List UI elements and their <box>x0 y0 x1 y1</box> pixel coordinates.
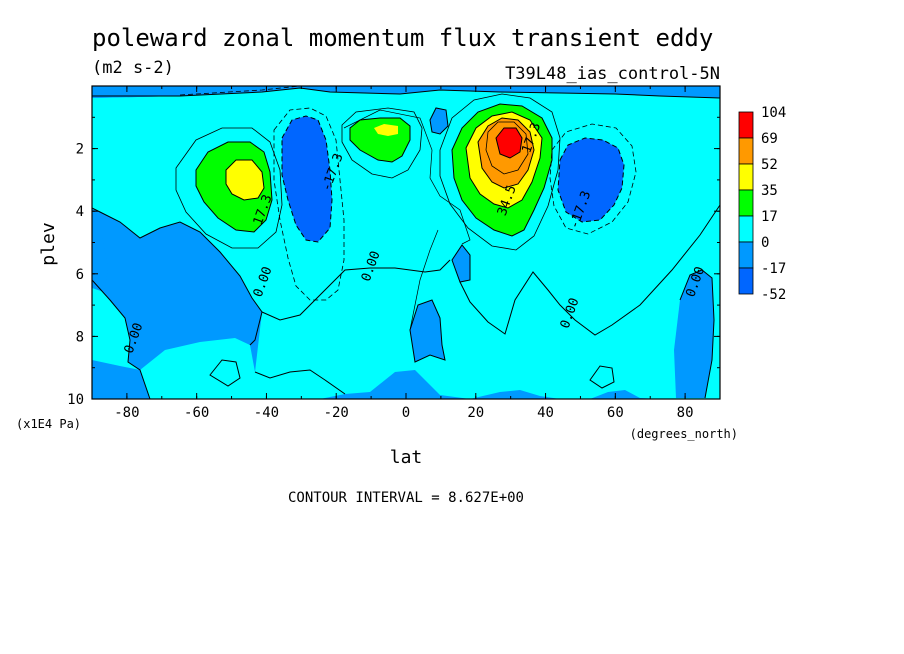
field-negative-left-cell <box>282 116 332 242</box>
y-tick-label: 8 <box>76 329 84 345</box>
field-positive-left-core <box>226 160 264 200</box>
y-axis-label: plev <box>38 222 59 265</box>
contour-interval: CONTOUR INTERVAL = 8.627E+00 <box>288 490 524 506</box>
contour-lines <box>92 86 720 399</box>
colorbar-label: -17 <box>761 261 786 277</box>
field-positive-lowleft <box>92 280 345 399</box>
contour-line-negative <box>281 115 333 243</box>
x-tick-label: 20 <box>467 405 484 421</box>
contour-line <box>349 117 411 163</box>
contour-line-zero <box>409 299 446 363</box>
contour-line-negative <box>179 86 301 96</box>
colorbar-label: 69 <box>761 131 778 147</box>
y-tick-label: 2 <box>76 142 84 158</box>
contour-line <box>225 159 265 201</box>
contour-line-negative <box>273 107 345 301</box>
y-axis: 2 4 6 8 10 <box>67 116 720 408</box>
field-negative-bottom-2 <box>92 360 150 399</box>
contour-line-zero <box>209 359 241 387</box>
y-tick-label: 4 <box>76 204 84 220</box>
contour-line-zero <box>459 204 720 336</box>
x-axis: -80 -60 -40 -20 0 20 40 60 80 <box>91 86 721 421</box>
contour-line-zero <box>92 87 720 99</box>
x-tick-label: 40 <box>537 405 554 421</box>
colorbar-swatch <box>738 137 754 165</box>
colorbar-label: 104 <box>761 105 786 121</box>
contour-line <box>495 127 523 159</box>
field-positive-lower <box>255 205 720 399</box>
contour-line <box>409 229 439 331</box>
colorbar-label: 52 <box>761 157 778 173</box>
x-tick-label: 0 <box>402 405 410 421</box>
field-negative-mid <box>452 245 470 282</box>
contour-line-zero <box>254 369 346 395</box>
colorbar-swatch <box>738 111 754 139</box>
contour-line <box>465 111 543 209</box>
x-tick-label: -80 <box>114 405 139 421</box>
x-axis-units: (degrees_north) <box>630 427 738 441</box>
experiment-label: T39L48_ias_control-5N <box>505 64 720 84</box>
contour-line-negative <box>549 123 637 235</box>
field-negative-rightcol <box>674 270 714 398</box>
chart-units: (m2 s-2) <box>92 58 174 78</box>
chart-title: poleward zonal momentum flux transient e… <box>92 24 713 52</box>
contour-line <box>195 141 273 233</box>
field-negative-left-edge <box>92 225 108 292</box>
contour-line <box>341 107 423 179</box>
field-positive-top-core <box>374 124 398 136</box>
field-negative-bottom-1 <box>410 300 445 362</box>
colorbar-swatch <box>738 163 754 191</box>
contour-line-negative <box>557 137 625 223</box>
colorbar-label: -52 <box>761 287 786 303</box>
contour-line <box>175 127 283 249</box>
colorbar-swatch <box>738 189 754 217</box>
colorbar-label: 0 <box>761 235 769 251</box>
y-tick-label: 10 <box>67 392 84 408</box>
field-negative-topright <box>430 108 448 134</box>
x-tick-label: -20 <box>324 405 349 421</box>
colorbar-label: 35 <box>761 183 778 199</box>
contour-line-zero <box>261 259 451 321</box>
x-axis-label: lat <box>390 447 423 468</box>
contour-field <box>92 86 720 399</box>
x-tick-label: -40 <box>254 405 279 421</box>
contour-line <box>439 93 561 251</box>
colorbar: 104 69 52 35 17 0 -17 -52 <box>738 105 786 303</box>
contour-line-zero <box>92 279 151 399</box>
contour-line <box>451 103 553 237</box>
field-negative-right-cell <box>558 138 624 222</box>
contour-line <box>485 121 529 175</box>
colorbar-swatch <box>738 267 754 295</box>
x-tick-label: 80 <box>677 405 694 421</box>
contour-line-zero <box>451 244 471 283</box>
colorbar-swatch <box>738 215 754 243</box>
colorbar-swatch <box>738 241 754 269</box>
field-positive-blob-2 <box>590 366 614 388</box>
y-tick-label: 6 <box>76 267 84 283</box>
contour-line <box>343 109 471 245</box>
contour-line-zero <box>429 107 449 135</box>
contour-line-zero <box>679 269 715 399</box>
contour-line-zero <box>589 365 615 389</box>
contour-line <box>477 117 535 189</box>
field-positive-main-69 <box>496 128 522 158</box>
x-tick-label: 60 <box>607 405 624 421</box>
y-axis-units: (x1E4 Pa) <box>16 417 81 431</box>
colorbar-label: 17 <box>761 209 778 225</box>
x-tick-label: -60 <box>184 405 209 421</box>
